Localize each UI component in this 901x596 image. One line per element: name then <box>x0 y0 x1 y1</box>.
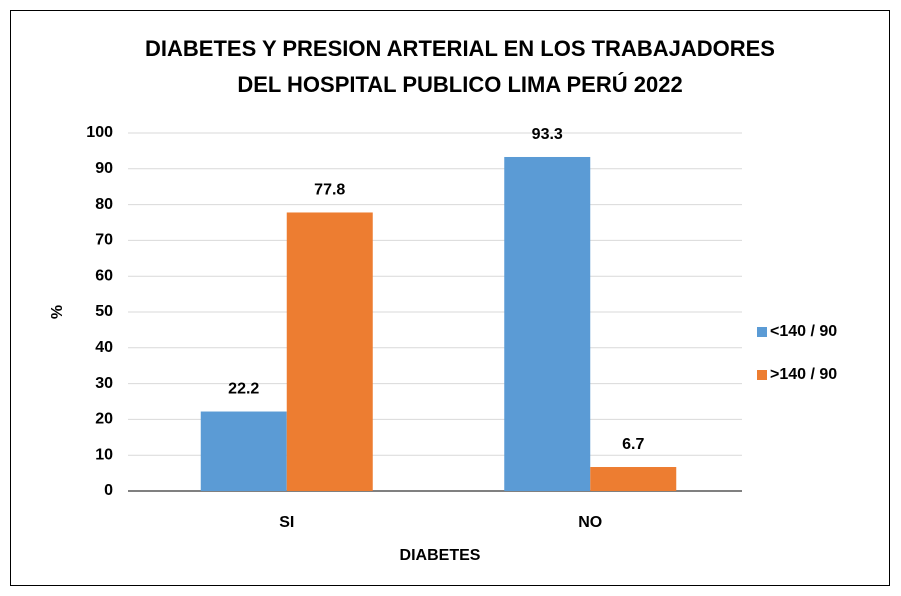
data-label: 77.8 <box>314 182 345 199</box>
legend-swatch <box>757 327 767 337</box>
chart-border <box>10 10 890 586</box>
y-tick-label: 70 <box>95 232 113 249</box>
x-axis-label: DIABETES <box>400 547 481 564</box>
chart-title: DIABETES Y PRESION ARTERIAL EN LOS TRABA… <box>145 36 775 61</box>
y-tick-label: 90 <box>95 160 113 177</box>
data-label: 22.2 <box>228 381 259 398</box>
y-tick-label: 10 <box>95 446 113 463</box>
legend-swatch <box>757 370 767 380</box>
y-tick-label: 40 <box>95 339 113 356</box>
data-label: 6.7 <box>622 436 644 453</box>
y-tick-label: 60 <box>95 267 113 284</box>
y-tick-label: 30 <box>95 375 113 392</box>
bar <box>590 467 677 491</box>
y-tick-label: 80 <box>95 196 113 213</box>
y-tick-label: 50 <box>95 303 113 320</box>
x-tick-label: NO <box>578 514 602 531</box>
y-tick-label: 20 <box>95 411 113 428</box>
legend-label: <140 / 90 <box>770 323 837 340</box>
y-axis-label: % <box>49 305 66 319</box>
chart-title: DEL HOSPITAL PUBLICO LIMA PERÚ 2022 <box>237 72 682 97</box>
y-tick-label: 100 <box>86 124 113 141</box>
bar <box>200 411 287 491</box>
bar <box>504 156 591 491</box>
legend-label: >140 / 90 <box>770 366 837 383</box>
data-label: 93.3 <box>532 126 563 143</box>
x-tick-label: SI <box>279 514 294 531</box>
bar <box>286 212 373 491</box>
y-tick-label: 0 <box>104 482 113 499</box>
